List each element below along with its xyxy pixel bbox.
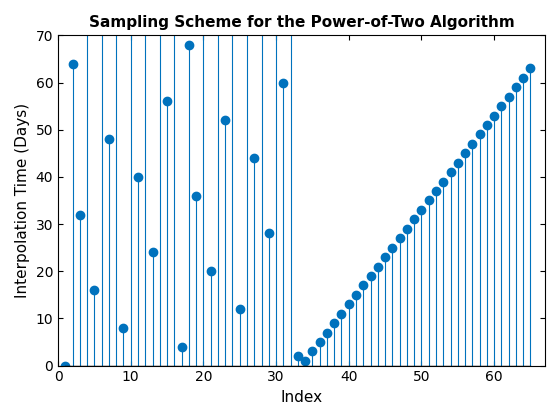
Title: Sampling Scheme for the Power-of-Two Algorithm: Sampling Scheme for the Power-of-Two Alg…: [88, 15, 515, 30]
Y-axis label: Interpolation Time (Days): Interpolation Time (Days): [15, 103, 30, 298]
X-axis label: Index: Index: [281, 390, 323, 405]
